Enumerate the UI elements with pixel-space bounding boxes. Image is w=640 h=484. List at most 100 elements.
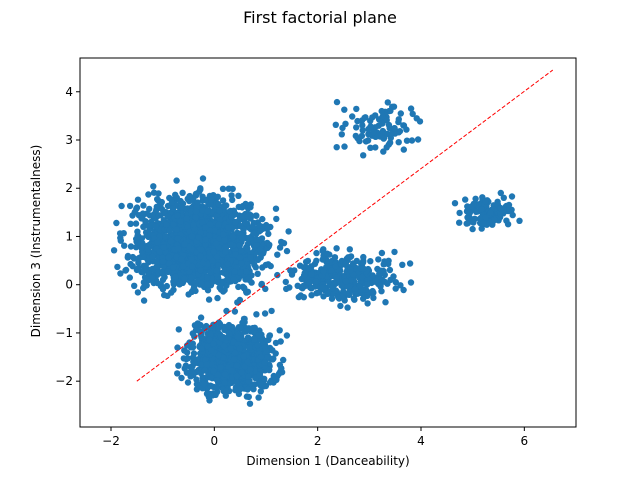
scatter-point — [179, 189, 186, 196]
scatter-point — [254, 256, 262, 263]
scatter-point — [469, 225, 476, 233]
scatter-point — [472, 195, 479, 202]
scatter-point — [204, 281, 211, 288]
scatter-point — [466, 209, 473, 216]
y-tick-label: 3 — [65, 133, 73, 147]
scatter-point — [236, 254, 244, 261]
scatter-point — [215, 262, 222, 269]
scatter-point — [223, 307, 230, 315]
scatter-point — [237, 385, 244, 393]
scatter-point — [222, 270, 230, 278]
scatter-point — [300, 272, 308, 279]
scatter-point — [159, 258, 167, 265]
scatter-point — [333, 245, 340, 252]
y-tick-label: −2 — [55, 374, 73, 388]
scatter-point — [341, 143, 348, 150]
scatter-point — [214, 193, 221, 200]
scatter-point — [172, 191, 179, 198]
scatter-point — [482, 198, 489, 205]
scatter-point — [329, 284, 336, 292]
scatter-point — [184, 379, 192, 386]
scatter-point — [145, 191, 152, 198]
scatter-point — [210, 248, 217, 255]
scatter-point — [114, 263, 121, 271]
scatter-point — [473, 208, 480, 215]
scatter-point — [241, 363, 248, 370]
scatter-point — [497, 189, 504, 197]
scatter-point — [207, 330, 214, 338]
scatter-point — [246, 234, 253, 242]
scatter-point — [359, 122, 366, 129]
scatter-point — [207, 374, 215, 381]
scatter-point — [116, 230, 124, 237]
scatter-point — [406, 260, 414, 267]
scatter-point — [175, 326, 182, 333]
scatter-point — [207, 201, 214, 208]
scatter-point — [280, 356, 287, 364]
scatter-point — [160, 244, 167, 251]
scatter-point — [247, 204, 254, 211]
scatter-point — [338, 282, 345, 289]
scatter-point — [372, 144, 379, 151]
scatter-point — [141, 274, 149, 281]
scatter-point — [155, 190, 162, 197]
scatter-point — [153, 263, 160, 270]
scatter-point — [369, 287, 376, 295]
scatter-point — [199, 207, 206, 214]
scatter-point — [233, 259, 240, 266]
scatter-point — [127, 260, 134, 268]
scatter-point — [262, 285, 269, 293]
scatter-point — [113, 219, 120, 227]
scatter-point — [257, 388, 264, 395]
scatter-point — [399, 261, 406, 268]
scatter-point — [143, 282, 150, 289]
scatter-point — [178, 374, 185, 382]
scatter-point — [265, 366, 273, 373]
scatter-point — [190, 358, 197, 365]
scatter-point — [384, 99, 391, 106]
scatter-point — [312, 278, 320, 285]
scatter-point — [265, 261, 272, 268]
x-tick-label: 6 — [521, 434, 529, 448]
scatter-point — [386, 266, 394, 274]
scatter-point — [407, 105, 415, 112]
scatter-point — [234, 299, 241, 306]
scatter-point — [154, 196, 161, 203]
scatter-point — [387, 107, 394, 115]
scatter-point — [233, 362, 241, 369]
scatter-point — [183, 349, 191, 356]
scatter-point — [359, 127, 366, 134]
scatter-point — [400, 286, 407, 294]
scatter-point — [183, 215, 191, 222]
scatter-point — [156, 248, 163, 255]
y-axis-label: Dimension 3 (Instrumentalness) — [29, 144, 43, 338]
scatter-point — [221, 326, 228, 334]
scatter-point — [342, 278, 350, 285]
scatter-point — [216, 216, 224, 223]
scatter-point — [384, 280, 391, 287]
scatter-point — [237, 247, 245, 255]
scatter-point — [253, 311, 260, 318]
scatter-point — [508, 193, 516, 200]
scatter-point — [276, 244, 284, 251]
x-tick-label: 4 — [417, 434, 425, 448]
scatter-point — [205, 296, 213, 303]
scatter-point — [129, 212, 136, 219]
scatter-point — [232, 387, 239, 394]
scatter-point — [239, 319, 246, 326]
scatter-point — [127, 220, 134, 227]
scatter-point — [382, 299, 389, 306]
scatter-point — [204, 207, 211, 215]
scatter-point — [243, 327, 251, 335]
scatter-point — [174, 212, 181, 219]
scatter-point — [255, 332, 263, 339]
scatter-point — [197, 267, 204, 274]
scatter-point — [162, 233, 169, 240]
scatter-point — [197, 246, 205, 253]
scatter-points — [110, 98, 523, 407]
scatter-point — [230, 276, 238, 283]
scatter-point — [247, 254, 254, 261]
scatter-point — [294, 282, 301, 289]
scatter-point — [313, 290, 320, 297]
